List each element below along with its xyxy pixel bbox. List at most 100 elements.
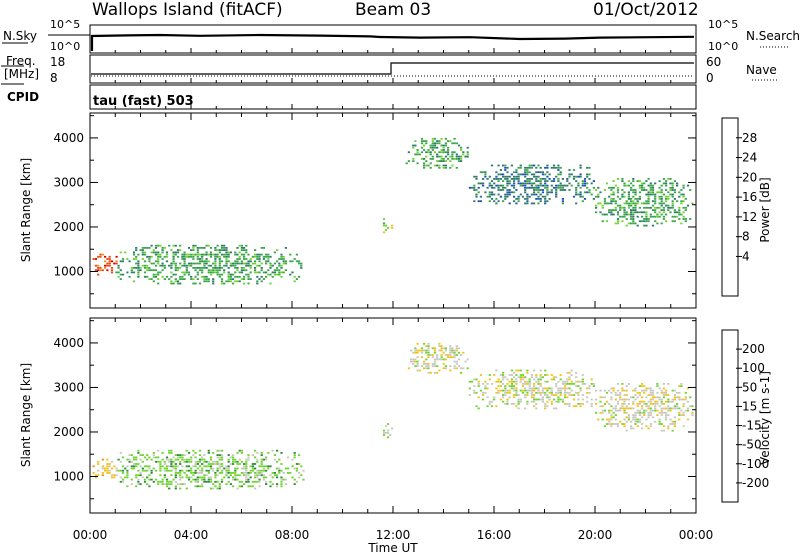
echo-cell <box>649 400 652 403</box>
echo-cell <box>101 465 104 468</box>
echo-cell <box>293 280 296 283</box>
echo-cell <box>519 173 522 176</box>
echo-cell <box>575 189 578 191</box>
echo-cell <box>468 387 471 390</box>
echo-cell <box>176 267 180 269</box>
echo-cell <box>240 247 243 249</box>
y-tick-label: 3000 <box>53 175 84 189</box>
echo-cell <box>260 269 263 272</box>
echo-cell <box>647 206 650 209</box>
echo-cell <box>583 191 587 194</box>
echo-cell <box>647 405 650 408</box>
echo-cell <box>203 275 206 278</box>
echo-cell <box>673 425 676 428</box>
echo-cell <box>119 273 122 276</box>
echo-cell <box>198 262 202 265</box>
echo-cell <box>671 400 674 403</box>
echo-cell <box>502 400 505 403</box>
echo-cell <box>473 385 476 387</box>
echo-cell <box>614 407 617 410</box>
echo-cell <box>530 387 533 390</box>
echo-cell <box>656 206 659 209</box>
echo-cell <box>179 474 182 477</box>
echo-cell <box>502 180 505 182</box>
echo-cell <box>273 273 276 276</box>
echo-cell <box>187 469 191 472</box>
echo-cell <box>229 472 232 474</box>
echo-region <box>382 218 394 234</box>
echo-cell <box>641 186 644 189</box>
echo-cell <box>256 469 259 472</box>
echo-cell <box>575 180 578 182</box>
echo-cell <box>566 403 569 405</box>
echo-cell <box>427 367 430 370</box>
echo-cell <box>647 218 650 220</box>
echo-cell <box>196 273 199 276</box>
echo-cell <box>269 264 272 267</box>
echo-cell <box>243 472 246 474</box>
echo-cell <box>139 472 142 474</box>
echo-cell <box>610 189 613 191</box>
echo-cell <box>490 191 494 194</box>
echo-cell <box>170 282 173 285</box>
echo-cell <box>619 215 622 218</box>
echo-cell <box>245 251 248 254</box>
echo-cell <box>232 476 235 479</box>
echo-cell <box>678 206 681 209</box>
echo-cell <box>665 198 668 200</box>
echo-cell <box>227 275 230 278</box>
echo-cell <box>108 255 111 258</box>
echo-cell <box>651 215 655 218</box>
echo-cell <box>249 264 252 267</box>
echo-cell <box>141 467 144 470</box>
echo-cell <box>673 211 676 214</box>
echo-cell <box>139 483 142 485</box>
echo-cell <box>632 215 635 218</box>
echo-cell <box>555 391 558 394</box>
velocity-y-axis-title: Slant Range [km] <box>19 363 33 467</box>
echo-cell <box>625 411 628 414</box>
echo-cell <box>192 267 195 269</box>
echo-cell <box>161 275 164 278</box>
echo-cell <box>212 267 215 269</box>
echo-cell <box>528 389 531 392</box>
echo-cell <box>451 356 454 359</box>
echo-cell <box>243 474 246 477</box>
echo-cell <box>247 485 250 488</box>
echo-cell <box>223 255 226 258</box>
echo-cell <box>223 249 226 251</box>
echo-cell <box>295 253 298 256</box>
echo-cell <box>139 267 142 269</box>
echo-cell <box>187 478 191 481</box>
echo-cell <box>97 463 100 465</box>
echo-cell <box>660 213 663 216</box>
colorbar-tick-label: 100 <box>742 361 765 375</box>
echo-cell <box>473 186 476 189</box>
echo-cell <box>673 389 676 392</box>
echo-cell <box>412 146 415 149</box>
echo-cell <box>287 456 290 459</box>
echo-cell <box>203 465 206 468</box>
echo-cell <box>662 383 665 385</box>
echo-cell <box>181 483 184 485</box>
echo-cell <box>212 282 215 285</box>
echo-cell <box>686 184 690 187</box>
echo-cell <box>669 182 672 185</box>
echo-cell <box>94 474 97 477</box>
echo-cell <box>254 269 257 272</box>
echo-cell <box>436 365 439 367</box>
echo-cell <box>645 389 648 392</box>
echo-cell <box>526 200 529 203</box>
echo-cell <box>412 158 415 160</box>
echo-cell <box>258 255 261 258</box>
echo-cell <box>416 351 419 354</box>
echo-cell <box>499 173 502 176</box>
echo-cell <box>132 271 136 274</box>
echo-cell <box>181 469 184 472</box>
echo-cell <box>473 175 476 178</box>
echo-cell <box>654 193 657 196</box>
echo-cell <box>141 249 144 251</box>
echo-cell <box>148 485 151 488</box>
echo-cell <box>113 474 116 477</box>
